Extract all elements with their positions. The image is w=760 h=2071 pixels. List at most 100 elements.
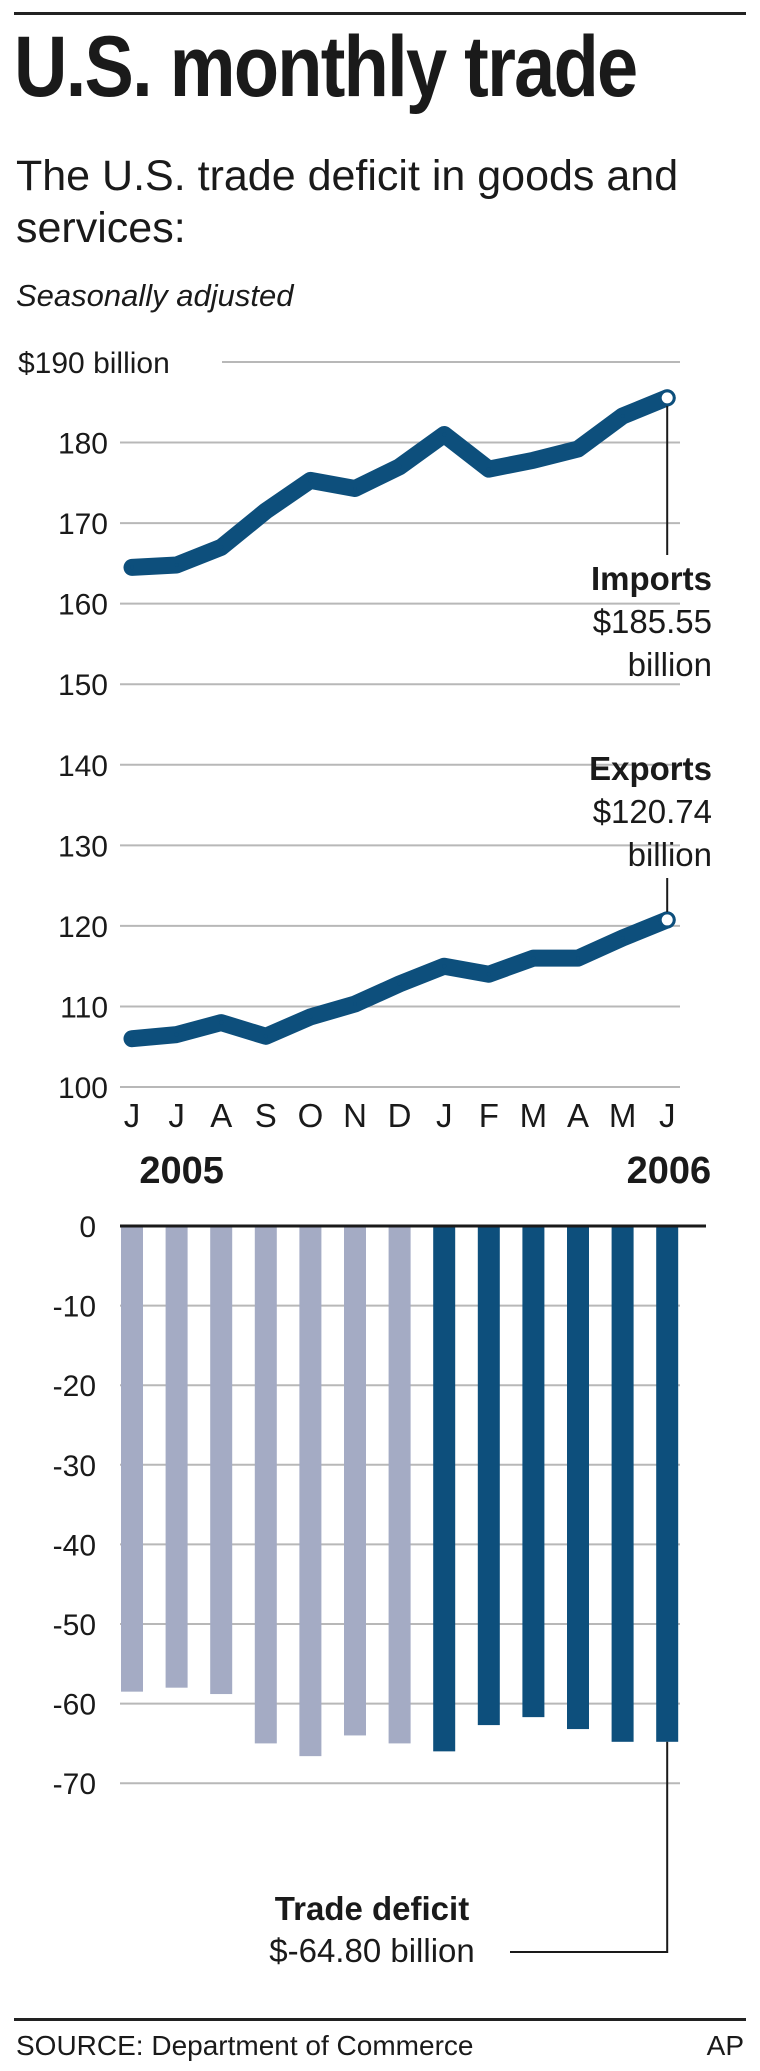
exports-annotation: billion <box>628 836 712 873</box>
year-labels: 2005 2006 <box>139 1150 711 1192</box>
line-y-tick-label: 150 <box>58 669 108 702</box>
exports-annotation: Exports <box>589 750 712 787</box>
exports-line <box>123 911 676 1048</box>
deficit-annotation: Trade deficit $-64.80 billion <box>269 1741 669 1969</box>
bar-y-tick-label: -60 <box>53 1689 96 1722</box>
deficit-bar <box>344 1227 366 1736</box>
month-label: J <box>168 1097 185 1134</box>
exports-point <box>620 935 625 940</box>
imports-annotation: Imports <box>591 560 712 597</box>
imports-point <box>353 486 357 491</box>
imports-point <box>397 464 402 469</box>
deficit-bar <box>433 1227 456 1752</box>
line-y-tick-label: 180 <box>58 428 108 461</box>
exports-point <box>576 956 580 961</box>
deficit-leader-line <box>510 1741 669 1953</box>
bottom-rule <box>14 2018 746 2021</box>
deficit-bar <box>477 1227 500 1726</box>
month-label: D <box>388 1097 412 1134</box>
month-label: J <box>436 1097 453 1134</box>
deficit-bar <box>567 1227 589 1730</box>
deficit-bar <box>299 1227 322 1757</box>
top-rule <box>14 12 746 15</box>
chart-subtitle: The U.S. trade deficit in goods and serv… <box>16 152 679 252</box>
bar-y-tick-label: -10 <box>53 1291 96 1324</box>
deficit-bar <box>210 1227 233 1695</box>
bar-y-tick-label: -20 <box>53 1370 96 1403</box>
month-label: N <box>343 1097 367 1134</box>
deficit-bar <box>254 1227 277 1744</box>
month-label: M <box>520 1097 548 1134</box>
line-chart-annotations: Imports $185.55 billion Exports $120.74 billi… <box>589 405 712 912</box>
year-label: 2005 <box>139 1150 224 1192</box>
chart-title: U.S. monthly trade <box>14 19 638 115</box>
line-y-tick-label: 110 <box>60 991 108 1024</box>
line-y-tick-label: $190 billion <box>18 347 170 380</box>
month-label: J <box>659 1097 676 1134</box>
imports-line <box>123 389 676 576</box>
imports-annotation: $185.55 <box>593 603 712 640</box>
deficit-bar <box>165 1227 188 1688</box>
adjustment-note: Seasonally adjusted <box>16 278 294 313</box>
exports-point <box>353 1002 357 1007</box>
deficit-bar <box>611 1227 634 1742</box>
exports-point <box>531 956 536 961</box>
exports-point <box>442 964 447 969</box>
imports-point <box>263 509 268 514</box>
bar-y-tick-label: -70 <box>53 1768 96 1801</box>
line-y-tick-label: 100 <box>58 1072 108 1105</box>
exports-point <box>130 1036 134 1041</box>
deficit-bar <box>388 1227 411 1744</box>
line-chart-grid <box>120 361 680 1088</box>
line-y-tick-label: 120 <box>58 911 108 944</box>
imports-point <box>531 458 536 463</box>
deficit-annotation-title: Trade deficit <box>275 1890 469 1927</box>
imports-point <box>442 432 447 437</box>
imports-point <box>130 565 134 570</box>
exports-annotation: $120.74 <box>593 793 712 830</box>
deficit-bar <box>656 1227 679 1742</box>
imports-annotation: billion <box>628 646 712 683</box>
line-chart-series <box>123 389 676 1048</box>
exports-point <box>219 1020 224 1025</box>
year-label: 2006 <box>627 1150 712 1192</box>
bar-chart-y-ticks: 0 -10 -20 -30 -40 -50 -60 -70 <box>53 1211 96 1801</box>
bar-y-tick-label: 0 <box>79 1211 96 1244</box>
line-y-tick-label: 160 <box>58 589 108 622</box>
month-label: A <box>210 1097 232 1134</box>
month-label: O <box>298 1097 324 1134</box>
deficit-bar <box>121 1227 143 1692</box>
bar-y-tick-label: -40 <box>53 1529 96 1562</box>
month-label: S <box>255 1097 277 1134</box>
imports-point <box>576 447 580 451</box>
exports-point <box>308 1014 313 1019</box>
deficit-annotation-value: $-64.80 billion <box>269 1932 474 1969</box>
line-y-tick-label: 140 <box>58 750 108 783</box>
imports-point <box>219 545 224 550</box>
month-label: M <box>609 1097 637 1134</box>
exports-point <box>658 911 676 929</box>
deficit-bars <box>121 1227 679 1757</box>
exports-point <box>174 1032 179 1037</box>
exports-point <box>397 981 402 986</box>
bar-y-tick-label: -30 <box>53 1450 96 1483</box>
line-chart-y-ticks: $190 billion 180 170 160 150 140 130 120 110 100 <box>18 347 170 1105</box>
bar-y-tick-label: -50 <box>53 1609 96 1642</box>
imports-point <box>174 563 179 567</box>
imports-point <box>658 389 676 407</box>
line-y-tick-label: 130 <box>58 830 108 863</box>
month-label: F <box>479 1097 499 1134</box>
agency-credit: AP <box>706 2030 744 2061</box>
deficit-bar <box>522 1227 545 1718</box>
source-credit: SOURCE: Department of Commerce <box>16 2030 474 2061</box>
month-label: J <box>124 1097 141 1134</box>
exports-point <box>263 1034 268 1039</box>
line-y-tick-label: 170 <box>58 508 108 541</box>
imports-point <box>308 478 313 483</box>
imports-point <box>486 467 491 472</box>
imports-point <box>620 413 625 418</box>
month-label: A <box>567 1097 589 1134</box>
exports-point <box>486 972 491 977</box>
